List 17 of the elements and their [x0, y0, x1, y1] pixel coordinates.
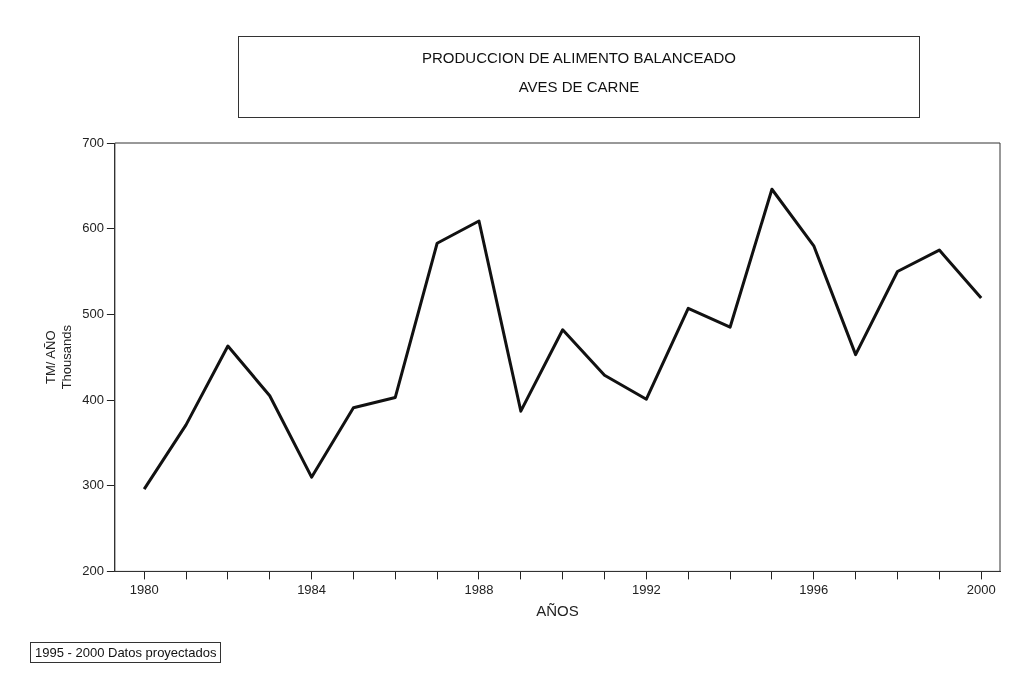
text: 1995 - 2000 Datos proyectados	[30, 642, 222, 663]
chart-subtitle: AVES DE CARNE	[517, 78, 641, 95]
x-tick-label: 2000	[966, 581, 996, 597]
chart-title: PRODUCCION DE ALIMENTO BALANCEADO	[421, 49, 737, 66]
y-tick-label: 200	[82, 562, 104, 578]
x-tick-label: 1980	[129, 581, 159, 597]
x-axis-title: AÑOS	[536, 602, 579, 620]
y-tick-label: 400	[82, 391, 104, 407]
x-tick-label: 1988	[464, 581, 494, 597]
x-tick-label: 1984	[297, 581, 327, 597]
y-tick-label: 700	[82, 134, 104, 150]
y-tick-label: 600	[82, 220, 104, 236]
x-tick-label: 1992	[631, 581, 661, 597]
y-axis-title: TM/ AÑO Thousands	[43, 324, 74, 390]
x-tick-label: 1996	[799, 581, 829, 597]
y-tick-label: 300	[82, 477, 104, 493]
y-tick-label: 500	[82, 305, 104, 321]
